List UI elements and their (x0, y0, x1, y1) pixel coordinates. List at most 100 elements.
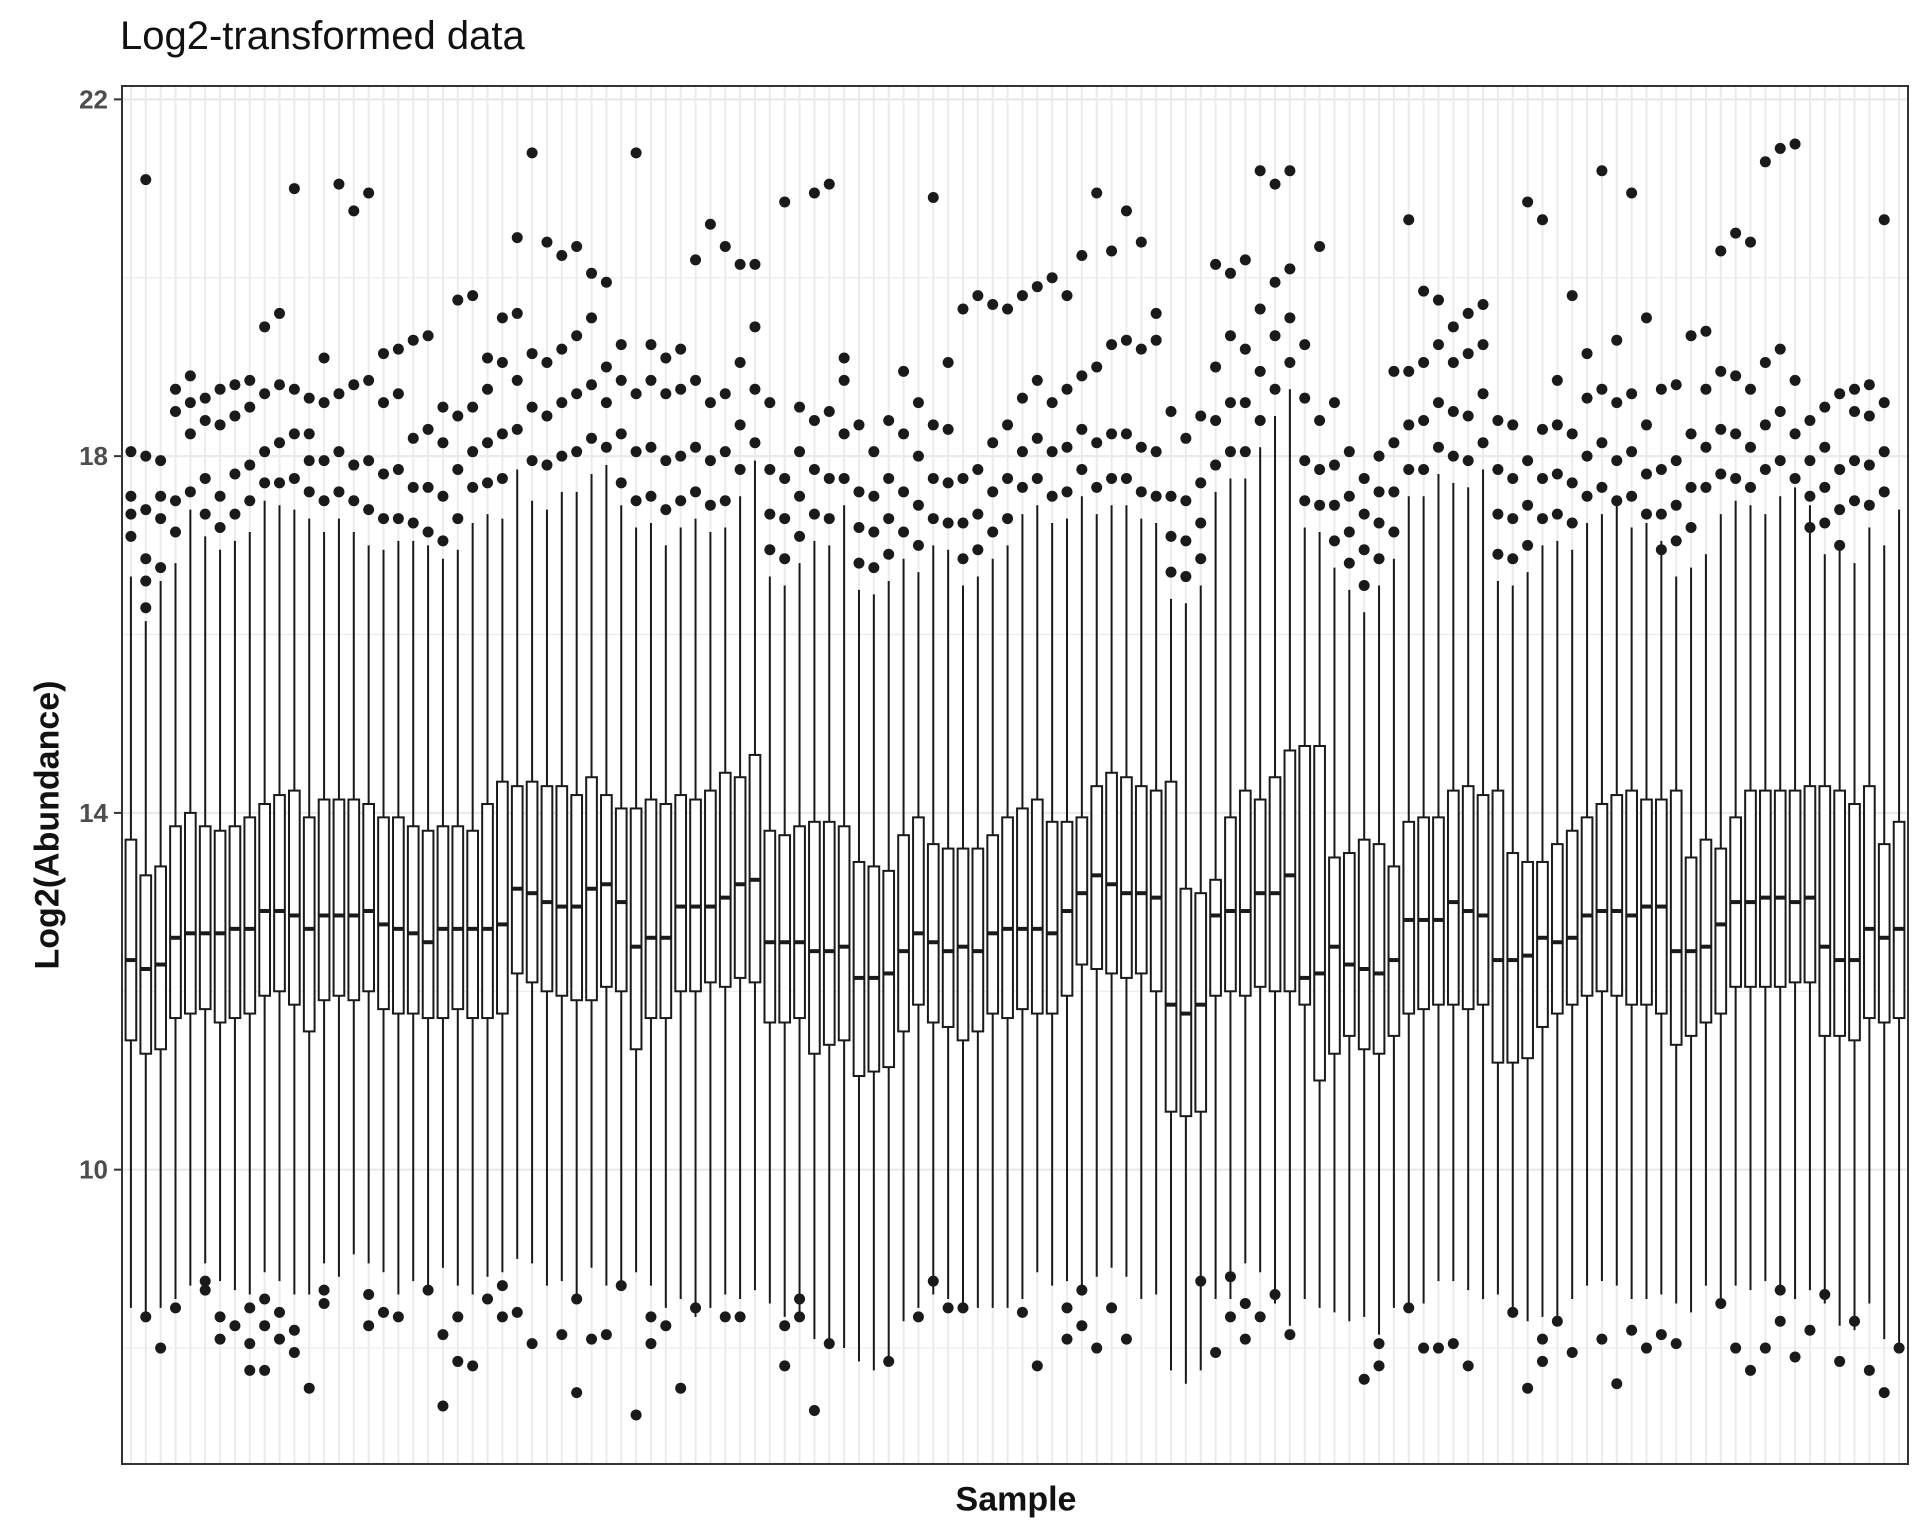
outlier-point (1789, 472, 1801, 484)
sample-box (1759, 156, 1772, 1354)
sample-box (1209, 258, 1222, 1359)
outlier-point (1031, 374, 1043, 386)
outlier-point (764, 508, 776, 520)
outlier-point (1670, 499, 1682, 511)
outlier-point (1328, 397, 1340, 409)
sample-box (644, 339, 658, 1350)
outlier-point (1150, 446, 1162, 458)
outlier-point (274, 379, 286, 391)
outlier-point (1254, 303, 1266, 315)
iqr-box (748, 753, 762, 984)
sample-box (1387, 365, 1401, 1308)
outlier-point (1016, 481, 1028, 493)
box-series (124, 138, 1906, 1421)
outlier-point (1804, 490, 1816, 502)
outlier-point (1700, 325, 1712, 337)
outlier-point (779, 553, 791, 565)
outlier-point (615, 477, 627, 489)
outlier-point (274, 477, 286, 489)
sample-box (198, 392, 212, 1296)
sample-box (1729, 227, 1742, 1354)
outlier-point (199, 1284, 211, 1296)
outlier-point (1774, 406, 1786, 418)
outlier-point (452, 1355, 464, 1367)
iqr-box (540, 785, 554, 993)
sample-box (1045, 272, 1059, 1286)
iqr-box (1045, 820, 1059, 1015)
outlier-point (1522, 455, 1534, 467)
outlier-point (1640, 1342, 1652, 1354)
outlier-point (1581, 490, 1593, 502)
outlier-point (853, 557, 865, 569)
outlier-point (1284, 356, 1296, 368)
outlier-point (452, 513, 464, 525)
outlier-point (1744, 481, 1756, 493)
iqr-box (763, 829, 777, 1024)
outlier-point (883, 513, 895, 525)
outlier-point (1819, 441, 1831, 453)
outlier-point (303, 486, 315, 498)
outlier-point (1715, 1297, 1727, 1309)
outlier-point (259, 1293, 271, 1305)
outlier-point (586, 312, 598, 324)
sample-box (540, 236, 554, 1286)
outlier-point (1759, 356, 1771, 368)
outlier-point (719, 241, 731, 253)
outlier-point (1106, 472, 1118, 484)
outlier-point (1180, 571, 1192, 583)
outlier-point (1596, 165, 1608, 177)
outlier-point (1002, 303, 1014, 315)
iqr-box (926, 843, 940, 1024)
outlier-point (942, 477, 954, 489)
grid-lines (122, 86, 1908, 1464)
outlier-point (1120, 205, 1132, 217)
outlier-point (779, 1320, 791, 1332)
outlier-point (1507, 1306, 1519, 1318)
sample-box (1224, 267, 1237, 1323)
outlier-point (987, 437, 999, 449)
outlier-point (645, 490, 657, 502)
outlier-point (1581, 450, 1593, 462)
outlier-point (987, 299, 999, 311)
outlier-point (214, 383, 226, 395)
iqr-box (897, 834, 910, 1033)
sample-box (1744, 236, 1757, 1376)
outlier-point (660, 352, 672, 364)
iqr-box (525, 780, 539, 984)
iqr-box (1640, 798, 1653, 1006)
outlier-point (303, 392, 315, 404)
outlier-point (155, 562, 167, 574)
iqr-box (1684, 856, 1698, 1037)
outlier-point (169, 406, 181, 418)
outlier-point (1536, 472, 1548, 484)
iqr-box (1357, 838, 1371, 1051)
outlier-point (1581, 348, 1593, 360)
outlier-point (199, 508, 211, 520)
outlier-point (467, 481, 479, 493)
sample-box (897, 365, 910, 1322)
outlier-point (1091, 1342, 1103, 1354)
outlier-point (898, 365, 910, 377)
outlier-point (1016, 1306, 1028, 1318)
outlier-point (437, 401, 449, 413)
outlier-point (1462, 455, 1474, 467)
outlier-point (378, 1306, 390, 1318)
outlier-point (214, 419, 226, 431)
outlier-point (1804, 414, 1816, 426)
outlier-point (1863, 1364, 1875, 1376)
iqr-box (1224, 816, 1237, 993)
outlier-point (898, 486, 910, 498)
sample-box (1610, 334, 1624, 1390)
outlier-point (794, 401, 806, 413)
sample-box (1833, 388, 1846, 1367)
outlier-point (259, 388, 271, 400)
outlier-point (1789, 1351, 1801, 1363)
outlier-point (704, 499, 716, 511)
outlier-point (1120, 1333, 1132, 1345)
outlier-point (1536, 1333, 1548, 1345)
iqr-box (1863, 785, 1876, 1020)
iqr-box (971, 847, 985, 1033)
outlier-point (912, 450, 924, 462)
outlier-point (496, 312, 508, 324)
